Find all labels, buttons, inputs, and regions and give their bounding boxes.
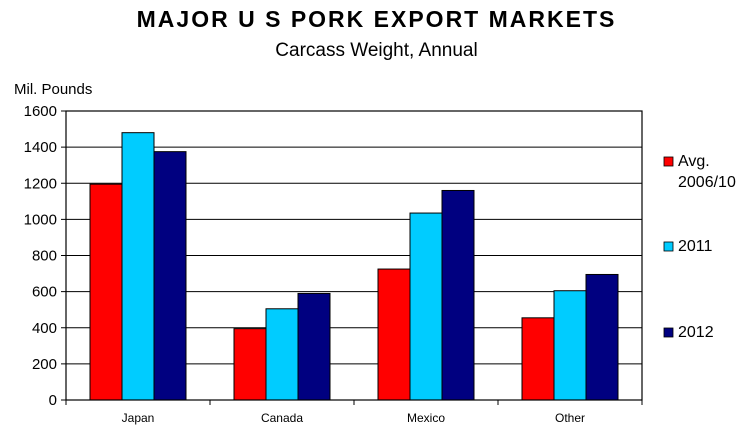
- x-tick-label: Mexico: [407, 411, 445, 425]
- bar-other-0: [521, 317, 555, 401]
- legend-swatch: [663, 241, 674, 252]
- bar-mexico-1: [409, 212, 443, 401]
- legend-label: 2006/10: [678, 174, 736, 191]
- bar-other-2: [585, 273, 619, 401]
- y-axis-label: Mil. Pounds: [14, 81, 92, 98]
- bar-japan-1: [121, 132, 155, 401]
- y-tick-label: 1000: [24, 211, 57, 228]
- y-tick-label: 1200: [24, 175, 57, 192]
- bar-canada-0: [233, 328, 267, 401]
- y-tick-label: 1400: [24, 139, 57, 156]
- x-tick-label: Japan: [122, 411, 155, 425]
- bars: [89, 132, 619, 401]
- bar-japan-2: [153, 151, 187, 401]
- bar-mexico-2: [441, 189, 475, 401]
- legend-label: 2012: [678, 324, 714, 341]
- legend-label: 2011: [678, 238, 713, 255]
- bar-canada-2: [297, 292, 331, 401]
- legend-swatch: [663, 327, 674, 338]
- legend: Avg. 2006/10 2011 2012: [663, 153, 736, 341]
- legend-label: Avg.: [678, 153, 710, 170]
- x-tick-label: Other: [555, 411, 585, 425]
- bar-canada-1: [265, 308, 299, 401]
- x-tick-label: Canada: [261, 411, 303, 425]
- chart-subtitle: Carcass Weight, Annual: [275, 40, 478, 61]
- y-tick-label: 0: [49, 392, 57, 409]
- bar-japan-0: [89, 183, 123, 401]
- bar-mexico-0: [377, 268, 411, 401]
- y-tick-label: 1600: [24, 103, 57, 120]
- legend-swatch: [663, 156, 674, 167]
- plot-frame: [65, 110, 643, 401]
- y-tick-label: 800: [32, 248, 57, 265]
- y-tick-label: 200: [32, 356, 57, 373]
- bar-other-1: [553, 290, 587, 401]
- chart-title: MAJOR U S PORK EXPORT MARKETS: [136, 6, 617, 32]
- y-tick-label: 400: [32, 320, 57, 337]
- y-tick-label: 600: [32, 284, 57, 301]
- axes: 0 200 400 600 800 1000 1200 1400 1600 Japan Canada…: [24, 103, 643, 425]
